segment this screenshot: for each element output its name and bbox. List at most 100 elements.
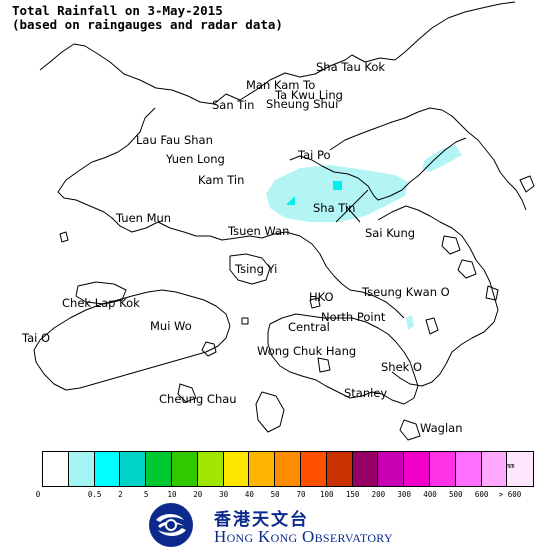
place-tsing-yi: Tsing Yi: [235, 262, 278, 276]
place-sai-kung: Sai Kung: [365, 226, 416, 240]
place-san-tin: San Tin: [212, 98, 255, 112]
place-tai-o: Tai O: [22, 331, 51, 345]
place-sha-tau-kok: Sha Tau Kok: [316, 60, 386, 74]
legend-swatch-5: [171, 452, 198, 486]
coastline-cheung-chau: [177, 383, 197, 403]
place-sha-tin: Sha Tin: [313, 201, 356, 215]
place-ta-kwu-ling: Ta Kwu Ling: [275, 88, 343, 102]
legend-swatch-0: [43, 452, 69, 486]
legend-tick-8: 50: [270, 490, 280, 499]
coastline-lamma: [255, 391, 285, 433]
coastline-tsing-yi: [229, 253, 271, 285]
coastline-clear-water-bay: [391, 321, 495, 387]
legend-swatch-10: [300, 452, 327, 486]
legend-tick-16: 600: [474, 490, 489, 499]
legend-tick-6: 30: [219, 490, 229, 499]
legend-tick-15: 500: [449, 490, 463, 499]
place-tsuen-wan: Tsuen Wan: [228, 224, 290, 238]
rainfall-cell-triangle: [286, 196, 295, 205]
legend-swatch-2: [94, 452, 121, 486]
hko-logo: 香港天文台 Hong Kong Observatory: [148, 502, 408, 548]
legend-swatch-3: [120, 452, 147, 486]
place-yuen-long: Yuen Long: [166, 152, 225, 166]
legend-swatch-15: [429, 452, 456, 486]
coastline-map: [33, 1, 535, 441]
island-7: [519, 175, 535, 193]
legend-tick-9: 70: [296, 490, 306, 499]
logo-chinese-name: 香港天文台: [214, 510, 309, 530]
coastline-chek-lap-kok: [75, 281, 127, 305]
legend-tick-17: > 600: [498, 490, 522, 499]
legend-tick-7: 40: [244, 490, 254, 499]
logo-english-name: Hong Kong Observatory: [214, 527, 393, 547]
island-1: [201, 341, 217, 357]
legend-swatch-16: [455, 452, 482, 486]
legend-swatch-17: [481, 452, 508, 486]
legend-swatch-18: [507, 452, 534, 486]
legend-swatch-1: [68, 452, 95, 486]
legend-tick-1: 0.5: [87, 490, 102, 499]
coastline-sai-kung: [377, 205, 499, 323]
place-cheung-chau: Cheung Chau: [159, 392, 237, 406]
place-stanley: Stanley: [344, 386, 388, 400]
place-tseung-kwan-o: Tseung Kwan O: [362, 285, 450, 299]
rainfall-map: Total Rainfall on 3-May-2015 (based on r…: [12, 1, 535, 441]
legend-swatch-8: [249, 452, 276, 486]
place-north-point: North Point: [321, 310, 386, 324]
legend-swatch-7: [223, 452, 250, 486]
place-tuen-mun: Tuen Mun: [116, 211, 172, 225]
place-chek-lap-kok: Chek Lap Kok: [62, 296, 140, 310]
island-11: [309, 297, 321, 309]
rainfall-cell-high: [333, 181, 342, 190]
legend-tick-3: 5: [143, 490, 149, 499]
legend-ticks: 0 0.5 2 5 10 20 30 40 50 70 100 150 200 300 400 500 600 >…: [0, 490, 545, 502]
place-wong-chuk-hang: Wong Chuk Hang: [257, 344, 357, 358]
rainfall-area-small: [406, 315, 414, 330]
island-9: [425, 317, 439, 335]
coastline-north: [39, 43, 396, 105]
legend-tick-14: 400: [423, 490, 437, 499]
legend-swatch-12: [352, 452, 379, 486]
place-lau-fau-shan: Lau Fau Shan: [136, 133, 213, 147]
island-6: [485, 285, 499, 301]
legend-tick-0: 0: [35, 490, 41, 499]
place-sheung-shui: Sheung Shui: [266, 97, 339, 111]
legend-swatch-6: [197, 452, 224, 486]
river-shing-mun: [335, 189, 369, 223]
coastline-west-nt: [57, 191, 301, 241]
legend-swatch-9: [275, 452, 301, 486]
place-hko: HKO: [309, 290, 334, 304]
legend-tick-12: 200: [371, 490, 386, 499]
legend-tick-11: 150: [345, 490, 360, 499]
hko-emblem-icon: [149, 503, 193, 547]
legend-color-bar: [42, 451, 535, 487]
legend-tick-13: 300: [397, 490, 411, 499]
place-mui-wo: Mui Wo: [150, 319, 192, 333]
coastline-tolo: [289, 137, 467, 201]
coastline-hk-island: [267, 313, 419, 405]
place-waglan: Waglan: [420, 421, 463, 435]
legend-tick-10: 100: [320, 490, 334, 499]
rainfall-area-east: [422, 145, 462, 172]
place-tai-po: Tai Po: [298, 148, 331, 162]
island-5: [457, 259, 477, 279]
place-kam-tin: Kam Tin: [198, 173, 245, 187]
coastline-kowloon: [299, 235, 405, 319]
legend-tick-5: 20: [193, 490, 203, 499]
map-subtitle: (based on raingauges and radar data): [12, 17, 283, 32]
island-4: [441, 235, 461, 255]
legend-tick-4: 10: [167, 490, 177, 499]
legend-swatch-4: [146, 452, 172, 486]
island-10: [241, 317, 249, 325]
coastline-plover-cove: [329, 107, 469, 151]
logo-english-text: Hong Kong Observatory: [214, 527, 393, 546]
coastline-mirs-bay: [467, 131, 527, 211]
legend-unit: mm: [506, 462, 515, 470]
legend-tick-2: 2: [118, 490, 123, 499]
legend-swatch-11: [326, 452, 353, 486]
island-2: [317, 357, 331, 373]
island-8: [59, 231, 69, 243]
map-title: Total Rainfall on 3-May-2015: [12, 3, 223, 18]
river-shing-mun-cross: [345, 205, 361, 223]
rainfall-legend: mm 0 0.5 2 5 10 20 30 40 50 70 100 150 200 300 400 500 6…: [0, 448, 545, 508]
